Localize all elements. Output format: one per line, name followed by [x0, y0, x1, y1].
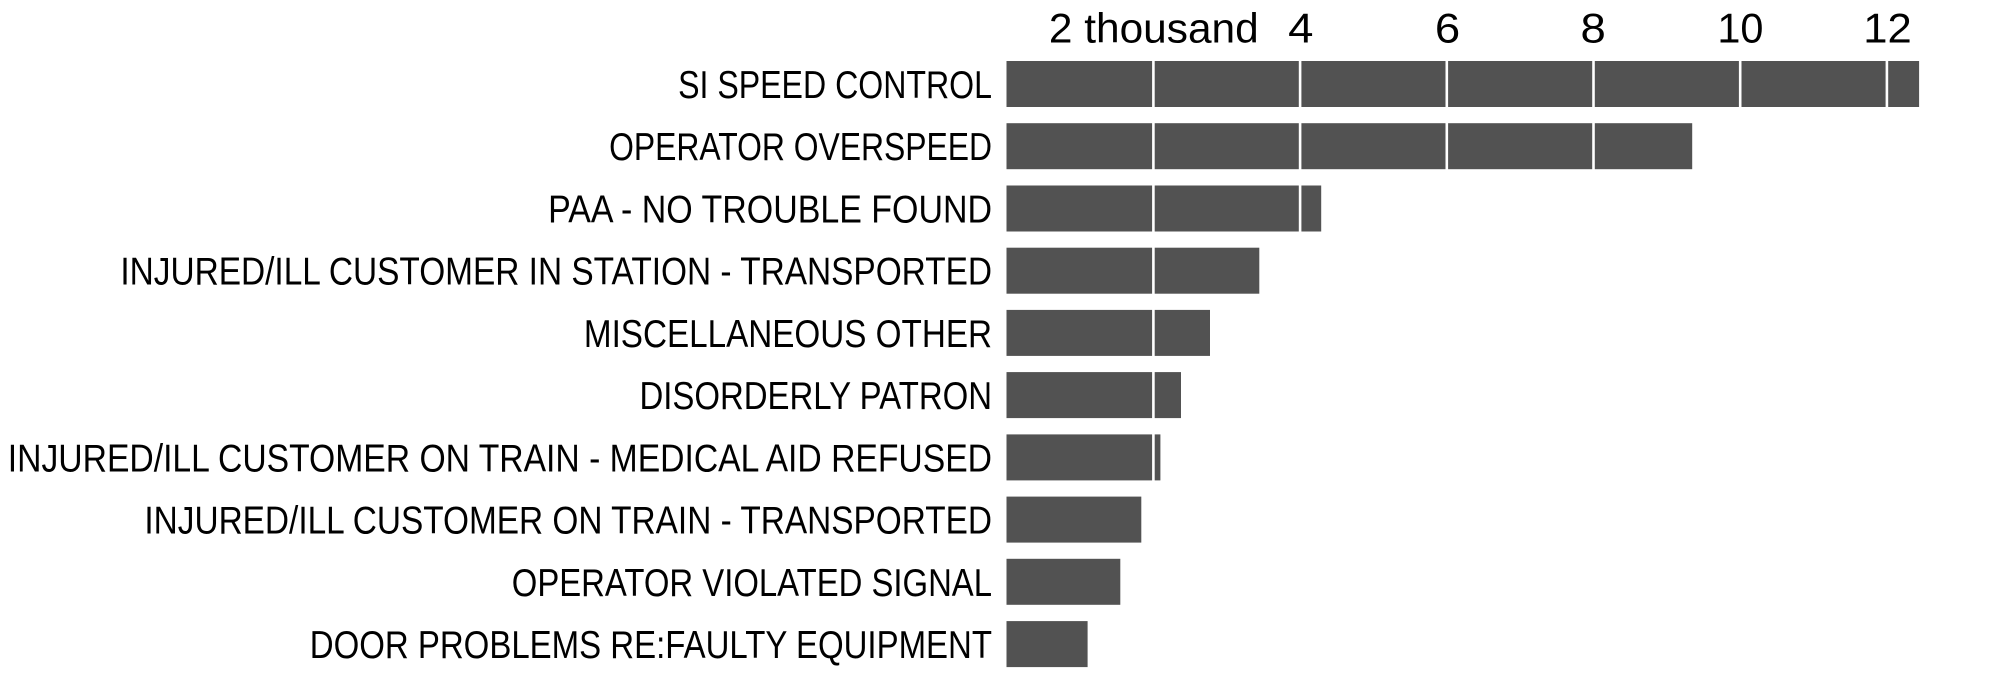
- svg-text:MISCELLANEOUS OTHER: MISCELLANEOUS OTHER: [584, 313, 992, 356]
- svg-text:DISORDERLY PATRON: DISORDERLY PATRON: [640, 375, 993, 418]
- svg-text:DOOR PROBLEMS RE:FAULTY EQUIPM: DOOR PROBLEMS RE:FAULTY EQUIPMENT: [310, 624, 992, 667]
- svg-text:8: 8: [1581, 5, 1606, 51]
- svg-text:INJURED/ILL CUSTOMER IN STATIO: INJURED/ILL CUSTOMER IN STATION - TRANSP…: [120, 251, 992, 294]
- svg-text:6: 6: [1435, 5, 1460, 51]
- svg-text:2 thousand: 2 thousand: [1049, 5, 1259, 51]
- svg-text:INJURED/ILL CUSTOMER ON TRAIN: INJURED/ILL CUSTOMER ON TRAIN - TRANSPOR…: [144, 500, 992, 543]
- svg-text:10: 10: [1717, 5, 1763, 51]
- svg-text:OPERATOR OVERSPEED: OPERATOR OVERSPEED: [609, 126, 992, 169]
- svg-text:INJURED/ILL CUSTOMER ON TRAIN: INJURED/ILL CUSTOMER ON TRAIN - MEDICAL …: [8, 437, 992, 480]
- svg-text:OPERATOR VIOLATED SIGNAL: OPERATOR VIOLATED SIGNAL: [512, 562, 992, 605]
- svg-text:4: 4: [1288, 5, 1313, 51]
- svg-text:SI SPEED CONTROL: SI SPEED CONTROL: [678, 64, 992, 107]
- svg-text:12: 12: [1863, 5, 1912, 51]
- svg-text:PAA - NO TROUBLE FOUND: PAA - NO TROUBLE FOUND: [548, 189, 992, 232]
